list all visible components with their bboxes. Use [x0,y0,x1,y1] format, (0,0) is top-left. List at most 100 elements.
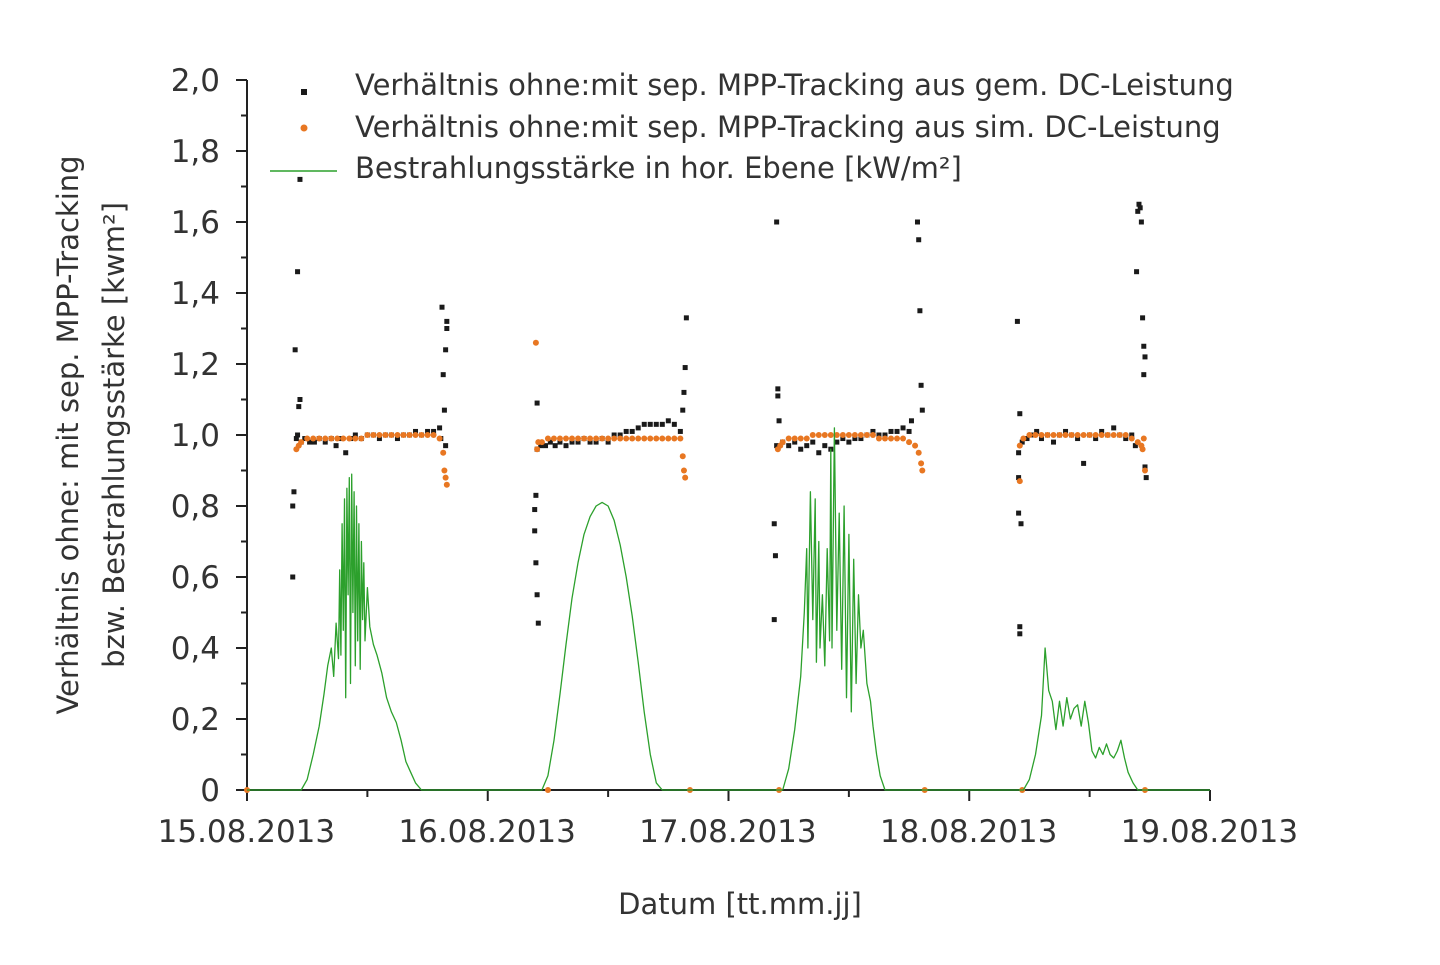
point-measured [918,382,924,388]
point-measured [1143,475,1149,481]
point-measured [840,436,846,442]
legend-label-irradiance: Bestrahlungsstärke in hor. Ebene [kW/m²] [355,151,962,185]
point-measured [439,304,445,310]
point-measured [443,347,449,353]
series-0 [290,176,1149,637]
point-simulated [918,460,925,467]
point-simulated [1092,432,1099,438]
irradiance-line [247,427,1210,791]
point-measured [916,237,922,243]
point-measured [682,365,688,371]
point-measured [1137,205,1143,211]
point-measured [1129,432,1135,438]
point-measured [425,428,431,434]
y-tick-label: 0,8 [171,489,220,525]
point-simulated [418,432,425,438]
point-simulated [382,432,389,438]
point-simulated [394,432,401,438]
point-measured [1075,436,1081,442]
point-simulated [912,442,919,449]
point-measured [1019,439,1025,445]
point-measured [775,386,781,392]
point-measured [1081,460,1087,466]
point-measured [311,439,317,445]
point-simulated [653,435,660,442]
point-measured [810,439,816,445]
point-simulated [443,481,450,488]
point-measured [376,436,382,442]
point-simulated [322,435,329,442]
point-measured [917,308,923,314]
point-simulated [581,435,588,442]
point-measured [443,443,449,449]
point-simulated [915,449,922,456]
point-simulated [1050,432,1057,438]
point-simulated [538,439,545,446]
series-layer [244,176,1210,793]
point-measured [605,439,611,445]
point-measured [665,418,671,424]
point-simulated [1032,432,1039,438]
point-simulated [809,432,816,438]
point-simulated [635,435,642,442]
point-measured [1016,510,1022,516]
point-measured [653,421,659,427]
point-measured [307,439,313,445]
point-simulated [869,432,876,438]
point-simulated [1116,432,1123,438]
point-measured [914,219,920,225]
point-measured [659,421,665,427]
point-simulated [304,435,311,442]
point-simulated [316,435,323,442]
point-simulated [1080,432,1087,438]
y-tick-label: 2,0 [171,63,220,99]
point-measured [774,443,780,449]
point-measured [894,428,900,434]
point-simulated [544,787,551,793]
point-simulated [815,432,822,438]
point-measured [532,528,538,534]
point-simulated [791,435,798,442]
series-1 [244,339,1148,793]
series-2 [247,427,1210,791]
y-tick-label: 1,2 [171,347,220,383]
point-measured [437,425,443,431]
point-measured [683,315,689,321]
point-simulated [617,435,624,442]
point-simulated [680,467,687,474]
point-measured [1123,436,1129,442]
point-simulated [894,435,901,442]
point-simulated [550,435,557,442]
point-simulated [352,435,359,442]
point-simulated [441,467,448,474]
point-measured [295,269,301,275]
point-simulated [334,435,341,442]
point-measured [1142,464,1148,470]
legend-marker-simulated [300,124,308,132]
point-simulated [900,435,907,442]
point-measured [919,407,925,413]
point-measured [870,428,876,434]
point-measured [293,436,299,442]
point-measured [846,439,852,445]
point-simulated [906,439,913,446]
point-measured [444,318,450,324]
legend: Verhältnis ohne:mit sep. MPP-Tracking au… [270,68,1234,185]
point-measured [1017,624,1023,630]
point-measured [333,443,339,449]
point-simulated [629,435,636,442]
point-measured [413,428,419,434]
point-measured [1024,436,1030,442]
point-measured [852,436,858,442]
point-measured [1135,208,1141,214]
point-simulated [346,435,353,442]
point-simulated [821,432,828,438]
point-measured [538,443,544,449]
point-measured [563,443,569,449]
point-simulated [785,435,792,442]
point-simulated [376,432,383,438]
point-measured [1014,318,1020,324]
point-simulated [1062,432,1069,438]
point-measured [888,428,894,434]
point-measured [680,407,686,413]
